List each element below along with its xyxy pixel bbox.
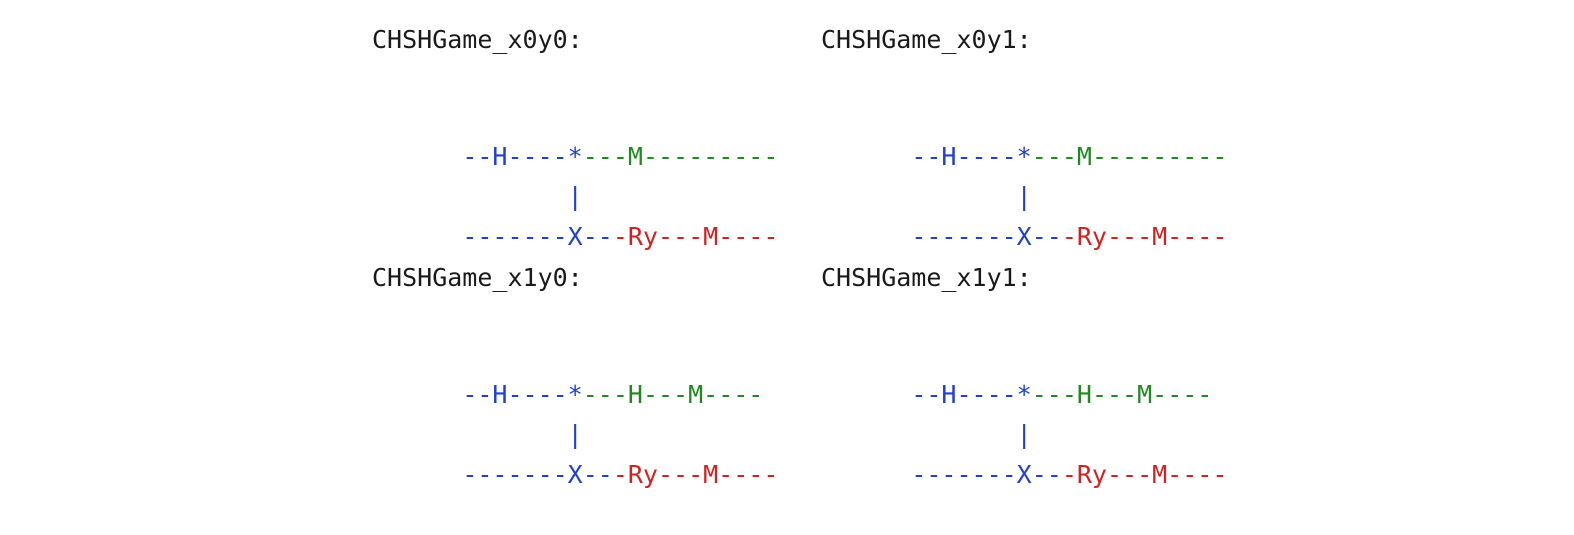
wire-segment: -------X--	[911, 222, 1062, 251]
control-connector: |	[821, 137, 1241, 211]
qubit-line-0: --H----*---M---------	[821, 97, 1241, 171]
control-connector: |	[372, 375, 792, 449]
circuit-diagram: --H----*---H---M---- | -------X---Ry---M…	[372, 335, 792, 489]
control-connector: |	[372, 137, 792, 211]
wire-segment: ---H---M----	[582, 380, 764, 409]
wire-segment: --H----*	[911, 142, 1032, 171]
wire-segment: -------X--	[462, 460, 613, 489]
circuit-panel-x1y0: CHSHGame_x1y0: --H----*---H---M---- | --…	[372, 263, 792, 489]
wire-segment: -Ry---M----	[1061, 222, 1228, 251]
qubit-line-1: -------X---Ry---M----	[821, 177, 1241, 251]
wire-segment: |	[462, 182, 583, 211]
circuit-title: CHSHGame_x1y0:	[372, 263, 583, 292]
circuit-panel-x0y1: CHSHGame_x0y1: --H----*---M--------- | -…	[821, 25, 1241, 251]
wire-segment: -------X--	[462, 222, 613, 251]
circuit-diagram: --H----*---M--------- | -------X---Ry---…	[372, 97, 792, 251]
wire-segment: ---M---------	[582, 142, 779, 171]
circuit-title: CHSHGame_x0y0:	[372, 25, 583, 54]
wire-segment: --H----*	[462, 380, 583, 409]
wire-segment: -Ry---M----	[1061, 460, 1228, 489]
circuit-panel-x1y1: CHSHGame_x1y1: --H----*---H---M---- | --…	[821, 263, 1241, 489]
circuit-panel-x0y0: CHSHGame_x0y0: --H----*---M--------- | -…	[372, 25, 792, 251]
wire-segment: -------X--	[911, 460, 1062, 489]
qubit-line-0: --H----*---H---M----	[372, 335, 792, 409]
wire-segment: --H----*	[911, 380, 1032, 409]
circuit-title: CHSHGame_x1y1:	[821, 263, 1032, 292]
wire-segment: |	[911, 182, 1032, 211]
control-connector: |	[821, 375, 1241, 449]
wire-segment: |	[911, 420, 1032, 449]
wire-segment: ---M---------	[1031, 142, 1228, 171]
qubit-line-0: --H----*---H---M----	[821, 335, 1241, 409]
circuit-diagram: --H----*---H---M---- | -------X---Ry---M…	[821, 335, 1241, 489]
qubit-line-1: -------X---Ry---M----	[372, 177, 792, 251]
wire-segment: --H----*	[462, 142, 583, 171]
wire-segment: |	[462, 420, 583, 449]
wire-segment: -Ry---M----	[612, 460, 779, 489]
wire-segment: ---H---M----	[1031, 380, 1213, 409]
qubit-line-0: --H----*---M---------	[372, 97, 792, 171]
circuit-title: CHSHGame_x0y1:	[821, 25, 1032, 54]
circuit-diagram: --H----*---M--------- | -------X---Ry---…	[821, 97, 1241, 251]
wire-segment: -Ry---M----	[612, 222, 779, 251]
